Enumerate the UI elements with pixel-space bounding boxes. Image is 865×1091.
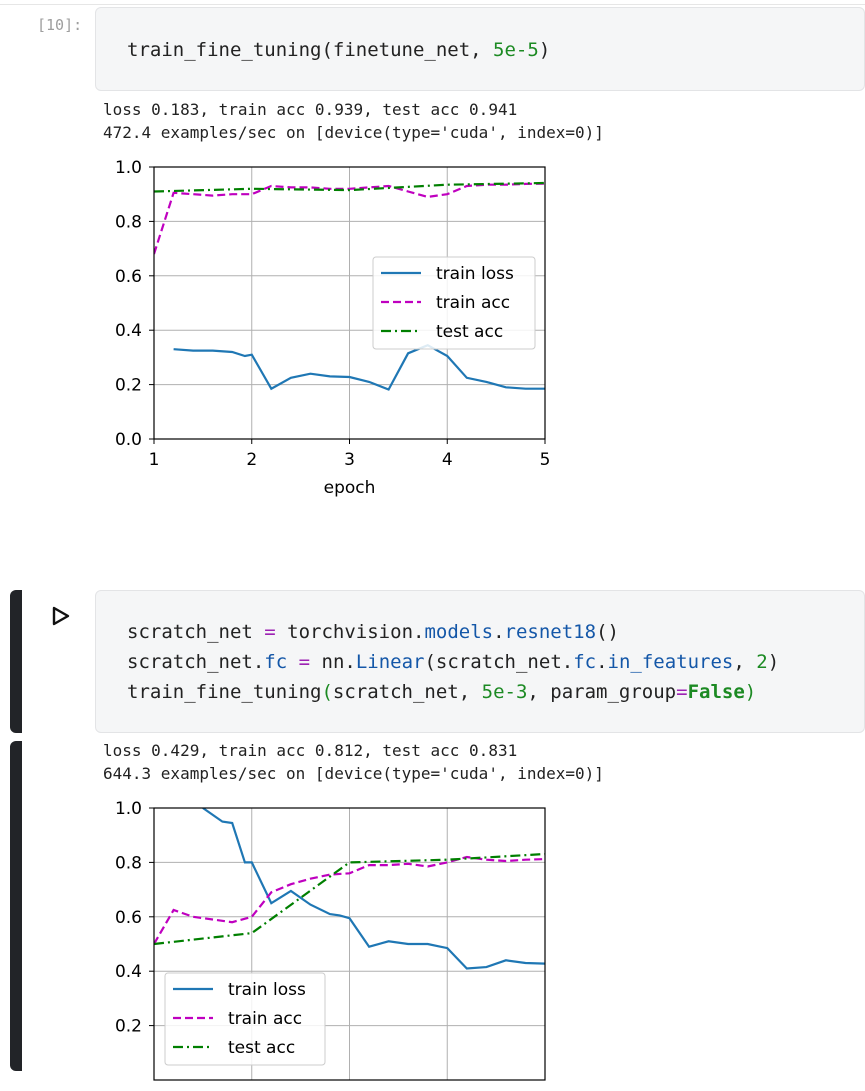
code-token: fc: [264, 651, 288, 673]
y-tick-label: 0.2: [115, 376, 142, 396]
code-token: .: [493, 621, 505, 643]
code-token: train_fine_tuning: [127, 681, 322, 703]
code-token: scratch_net,: [332, 681, 482, 703]
y-tick-label: 0.8: [115, 853, 142, 873]
code-cell-2[interactable]: scratch_net = torchvision.models.resnet1…: [95, 590, 865, 733]
legend-label: train loss: [436, 264, 514, 284]
code-token: (): [596, 621, 619, 643]
code-token: resnet18: [504, 621, 597, 643]
series-line-train-loss: [173, 343, 545, 391]
x-axis-label: epoch: [324, 478, 376, 498]
code-token: ): [744, 681, 757, 703]
y-tick-label: 0.4: [115, 321, 142, 341]
legend-box: [372, 256, 536, 350]
output-line-speed: 644.3 examples/sec on [device(type='cuda…: [103, 764, 604, 783]
x-tick-label: 5: [540, 450, 551, 470]
active-cell-indicator: [10, 590, 22, 733]
code-token: 5e-5: [493, 39, 539, 61]
series-line-test-acc: [154, 181, 545, 193]
chart-2: 0.2 0.4 0.6 0.8 1.0 train loss train acc test a…: [115, 799, 546, 1081]
x-tick-label: 1: [149, 450, 160, 470]
y-tick-label: 0.6: [115, 908, 142, 928]
x-tick-label: 2: [246, 450, 257, 470]
y-tick-label: 1.0: [115, 158, 142, 178]
legend-label: train acc: [436, 293, 510, 313]
legend-label: train loss: [228, 980, 306, 1000]
code-token: scratch_net.: [127, 651, 265, 673]
code-token: 5e-3: [481, 681, 528, 703]
active-output-indicator: [10, 741, 22, 1071]
y-tick-label: 0.8: [115, 212, 142, 232]
code-token: train_fine_tuning(finetune_net,: [127, 39, 494, 61]
series-line-train-loss: [202, 808, 545, 970]
code-token: ): [767, 651, 780, 673]
code-token: models: [424, 621, 494, 643]
code-token: in_features: [607, 651, 734, 673]
code-token: nn.: [310, 651, 356, 673]
y-tick-label: 0.2: [115, 1017, 142, 1037]
series-line-test-acc: [154, 852, 545, 946]
y-tick-label: 1.0: [115, 799, 142, 819]
output-line-loss: loss 0.183, train acc 0.939, test acc 0.…: [103, 100, 518, 119]
code-token: ,: [733, 651, 757, 673]
code-cell-1[interactable]: train_fine_tuning(finetune_net, 5e-5): [95, 7, 865, 91]
run-icon[interactable]: [51, 606, 71, 626]
code-token: scratch_net: [127, 621, 265, 643]
code-line[interactable]: train_fine_tuning(finetune_net, 5e-5): [127, 38, 550, 62]
code-token: =: [264, 621, 276, 643]
code-token: =: [676, 681, 688, 703]
code-token: torchvision.: [275, 621, 425, 643]
legend-label: test acc: [436, 322, 503, 342]
top-divider: [0, 4, 865, 5]
y-tick-label: 0.0: [115, 430, 142, 450]
code-token: Linear: [355, 651, 425, 673]
y-tick-label: 0.4: [115, 962, 142, 982]
code-token: ): [538, 39, 551, 61]
code-token: 2: [756, 651, 768, 673]
legend-label: train acc: [228, 1009, 302, 1029]
code-token: (scratch_net.: [424, 651, 574, 673]
code-line[interactable]: scratch_net.fc = nn.Linear(scratch_net.f…: [127, 650, 779, 674]
code-token: fc: [573, 651, 597, 673]
code-token: =: [298, 651, 311, 673]
code-token: False: [687, 681, 745, 703]
cell-prompt: [10]:: [37, 16, 83, 34]
y-tick-label: 0.6: [115, 267, 142, 287]
output-line-speed: 472.4 examples/sec on [device(type='cuda…: [103, 123, 604, 142]
output-line-loss: loss 0.429, train acc 0.812, test acc 0.…: [103, 741, 518, 760]
code-line[interactable]: scratch_net = torchvision.models.resnet1…: [127, 620, 619, 644]
x-tick-label: 3: [344, 450, 355, 470]
code-line[interactable]: train_fine_tuning(scratch_net, 5e-3, par…: [127, 680, 756, 704]
code-token: (: [321, 681, 333, 703]
code-token: .: [596, 651, 608, 673]
x-tick-label: 4: [442, 450, 453, 470]
legend-label: test acc: [228, 1038, 295, 1058]
code-token: [287, 651, 298, 673]
chart-1: 0.0 0.2 0.4 0.6 0.8 1.0 1 2 3 4 5 epoch train loss tr…: [115, 158, 551, 498]
code-token: , param_group: [527, 681, 677, 703]
